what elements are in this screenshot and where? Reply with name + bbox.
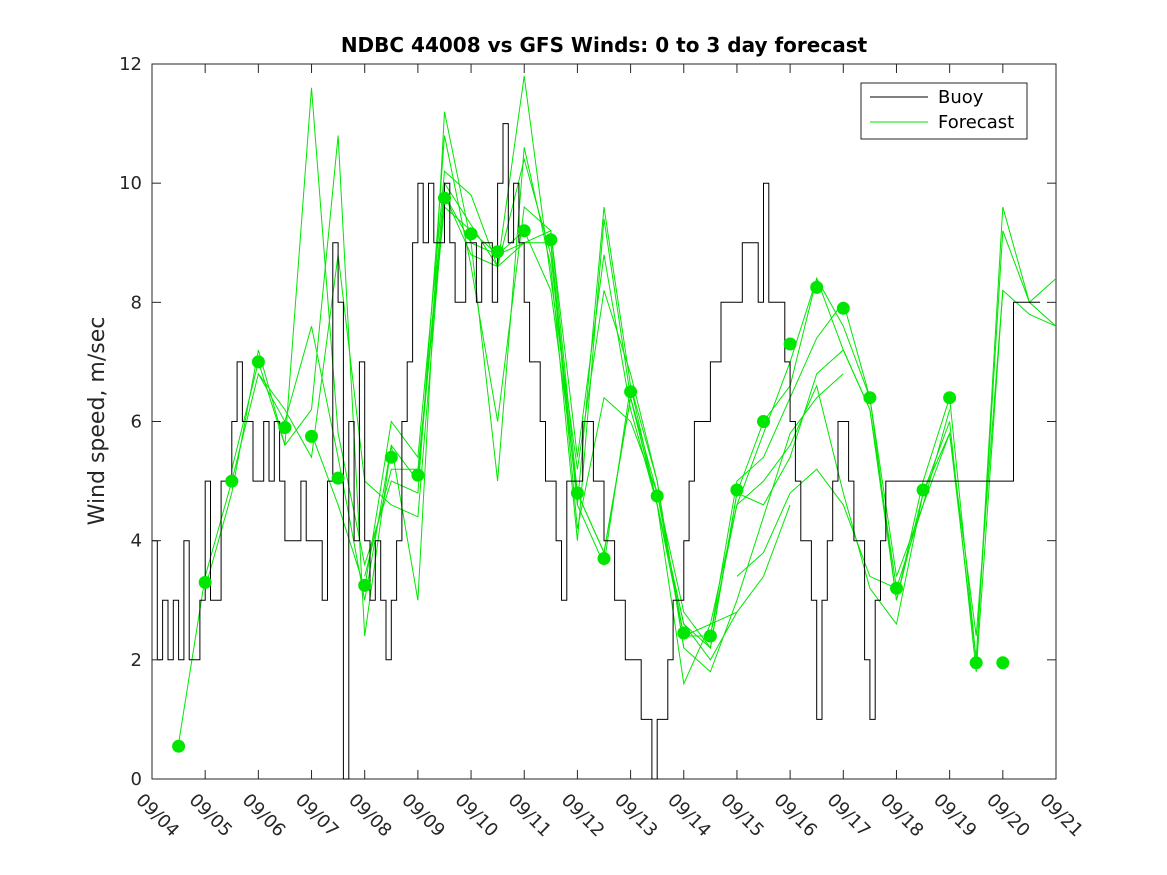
x-tick-label: 09/21	[1035, 790, 1087, 842]
forecast-point	[384, 450, 398, 464]
forecast-point	[783, 337, 797, 351]
forecast-series-line-1	[178, 157, 685, 744]
forecast-point	[969, 656, 983, 670]
forecast-point	[438, 191, 451, 205]
y-tick-label: 2	[131, 650, 142, 671]
forecast-point	[544, 233, 558, 247]
axes-box	[151, 63, 1057, 780]
forecast-point	[730, 483, 744, 497]
legend: Buoy Forecast	[860, 82, 1028, 140]
forecast-point	[916, 483, 930, 497]
forecast-point	[757, 415, 770, 428]
y-axis-label: Wind speed, m/sec	[85, 317, 110, 526]
forecast-point	[172, 739, 186, 753]
forecast-point	[331, 471, 345, 485]
legend-label-buoy: Buoy	[938, 87, 984, 108]
plot-area	[151, 63, 1057, 780]
x-tick-label: 09/19	[929, 790, 981, 842]
y-tick-label: 6	[131, 412, 142, 433]
x-tick-label: 09/17	[823, 790, 875, 842]
forecast-point	[624, 385, 638, 399]
legend-box	[860, 82, 1028, 140]
forecast-point	[863, 391, 877, 405]
forecast-point	[996, 656, 1010, 670]
x-tick-label: 09/18	[876, 790, 928, 842]
forecast-series-line-2	[204, 87, 738, 661]
forecast-point	[810, 280, 824, 294]
x-tick-label: 09/05	[185, 790, 237, 842]
x-tick-label: 09/06	[238, 790, 290, 842]
forecast-series-line-4	[257, 75, 844, 673]
x-tick-label: 09/07	[291, 790, 343, 842]
x-tick-label: 09/13	[610, 790, 662, 842]
y-tick-label: 8	[131, 292, 142, 313]
buoy-series-line	[152, 123, 1040, 780]
chart-title: NDBC 44008 vs GFS Winds: 0 to 3 day fore…	[341, 33, 868, 57]
y-tick-label: 4	[131, 531, 142, 552]
forecast-point	[464, 227, 478, 241]
x-tick-label: 09/16	[770, 790, 822, 842]
x-tick-label: 09/14	[663, 790, 715, 842]
forecast-point	[305, 429, 318, 443]
forecast-point	[278, 421, 292, 434]
forecast-point	[703, 629, 717, 643]
forecast-point	[650, 489, 664, 503]
y-tick-label: 0	[131, 769, 142, 790]
x-tick-label: 09/15	[716, 790, 768, 842]
forecast-point	[225, 474, 239, 488]
forecast-point	[570, 486, 584, 500]
forecast-point	[890, 581, 903, 595]
x-tick-label: 09/11	[504, 790, 556, 842]
y-axis-ticks: 0 2 4 6 8 10 12	[119, 54, 1056, 790]
x-tick-label: 09/04	[131, 790, 183, 842]
x-tick-label: 09/20	[982, 790, 1034, 842]
forecast-point	[491, 245, 505, 259]
forecast-series-line-9	[683, 206, 1057, 660]
forecast-point	[943, 391, 957, 405]
x-tick-label: 09/12	[557, 790, 609, 842]
forecast-point	[677, 626, 691, 640]
forecast-series-line-3	[231, 111, 791, 686]
forecast-point	[517, 224, 531, 238]
forecast-point	[597, 552, 611, 565]
legend-label-forecast: Forecast	[938, 112, 1014, 133]
forecast-series-line-5	[311, 170, 897, 650]
forecast-point	[836, 301, 850, 315]
y-tick-label: 12	[119, 54, 142, 75]
forecast-point	[251, 355, 265, 369]
forecast-point	[411, 468, 425, 482]
y-tick-label: 10	[119, 173, 142, 194]
x-tick-label: 09/09	[397, 790, 449, 842]
x-tick-label: 09/08	[344, 790, 396, 842]
x-tick-label: 09/10	[451, 790, 503, 842]
forecast-point	[198, 575, 212, 589]
forecast-point	[358, 578, 372, 592]
